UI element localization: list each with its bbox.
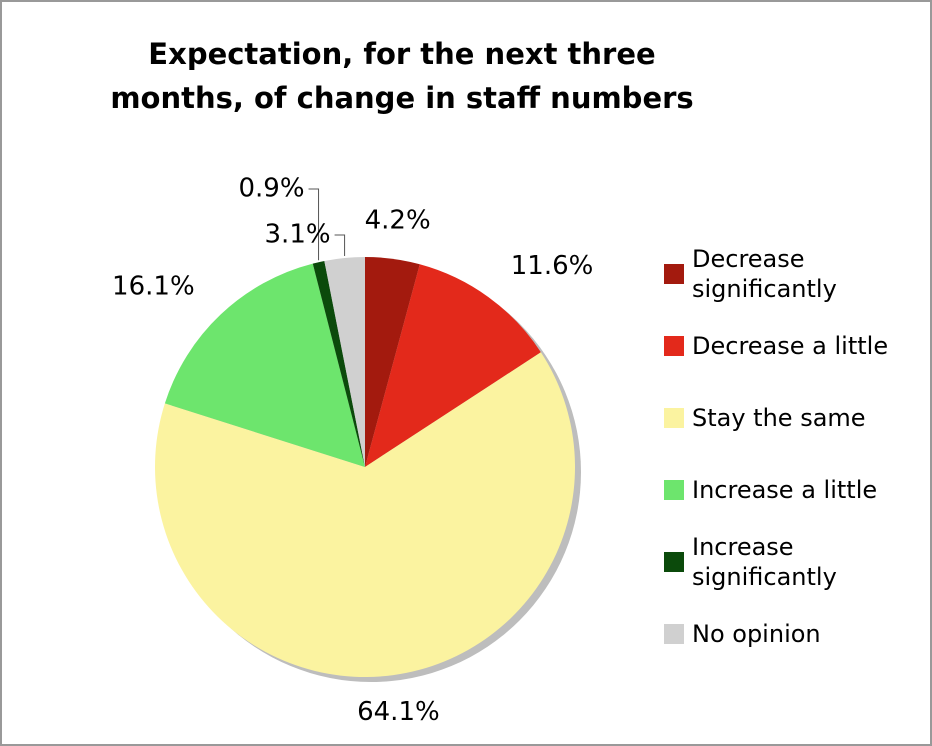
- leader-line: [334, 234, 346, 256]
- legend-item: Decrease significantly: [664, 238, 924, 310]
- pie-slice: [365, 264, 541, 467]
- legend-item: Increase a little: [664, 454, 924, 526]
- legend-label: Increase a little: [692, 476, 878, 504]
- legend-swatch: [664, 336, 684, 356]
- legend-item: No opinion: [664, 598, 924, 670]
- legend-label: No opinion: [692, 620, 821, 648]
- legend-swatch: [664, 264, 684, 284]
- data-label: 4.2%: [365, 206, 431, 236]
- pie-slice: [164, 263, 365, 467]
- data-label: 0.9%: [238, 174, 304, 204]
- leader-line: [308, 188, 320, 261]
- legend-label: Stay the same: [692, 404, 866, 432]
- pie-slice: [154, 352, 575, 678]
- pie-slice: [312, 260, 365, 467]
- legend-swatch: [664, 552, 684, 572]
- legend-item: Increase significantly: [664, 526, 924, 598]
- legend: Decrease significantly Decrease a little S…: [664, 238, 924, 670]
- data-label: 16.1%: [112, 271, 195, 301]
- legend-label: Decrease significantly: [692, 245, 837, 303]
- data-label: 11.6%: [511, 251, 594, 281]
- legend-label: Decrease a little: [692, 332, 889, 360]
- legend-item: Stay the same: [664, 382, 924, 454]
- data-label: 64.1%: [357, 697, 440, 727]
- legend-item: Decrease a little: [664, 310, 924, 382]
- legend-label: Increase significantly: [692, 533, 837, 591]
- chart-title: Expectation, for the next three months, …: [110, 37, 694, 115]
- data-label: 3.1%: [265, 220, 331, 250]
- legend-swatch: [664, 624, 684, 644]
- pie-slice: [365, 257, 420, 467]
- legend-swatch: [664, 408, 684, 428]
- pie-slice: [324, 257, 365, 467]
- legend-swatch: [664, 480, 684, 500]
